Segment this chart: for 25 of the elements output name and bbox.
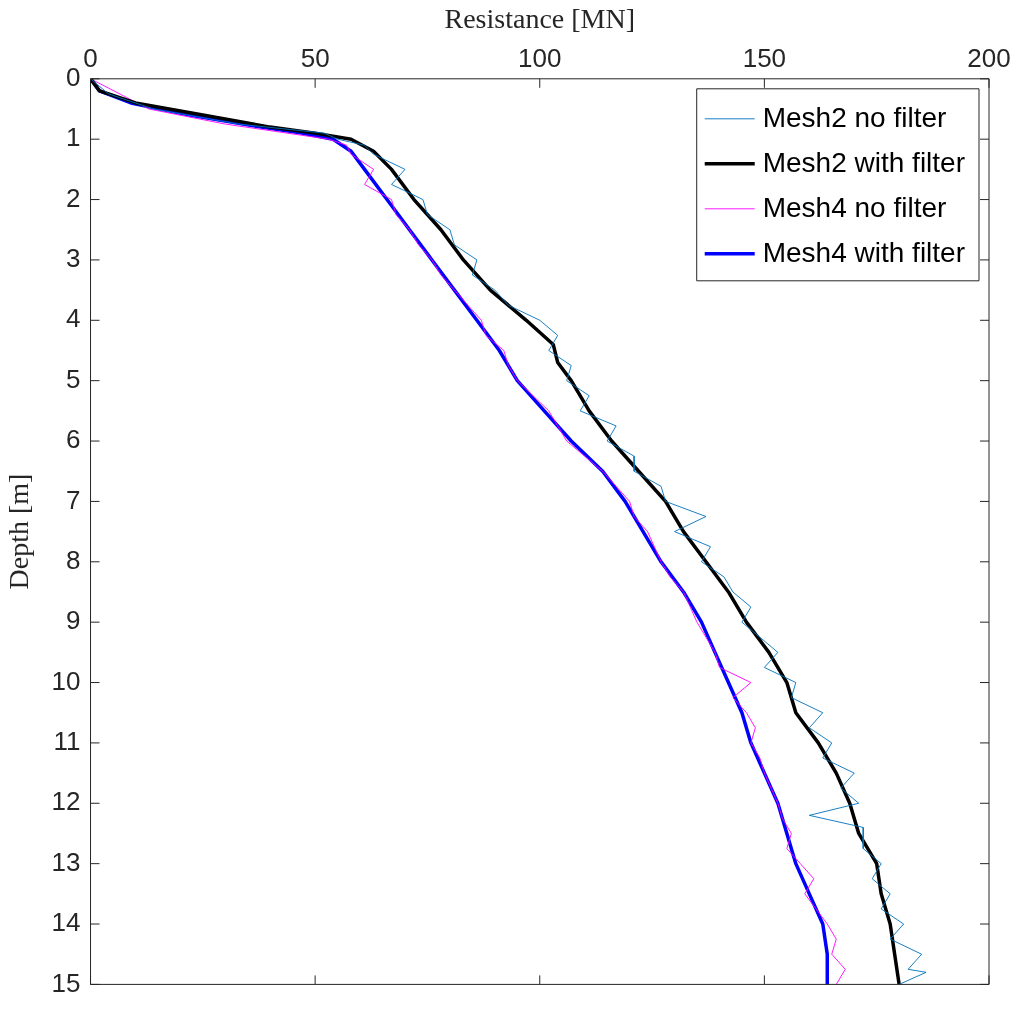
y-tick-label: 5 [66,363,81,394]
y-tick-label: 12 [51,786,81,817]
y-tick-label: 3 [66,243,81,274]
y-tick-label: 1 [66,122,81,153]
legend-label: Mesh2 with filter [762,146,966,178]
x-axis-title: Resistance [MN] [444,3,636,35]
y-tick-label: 11 [53,726,81,757]
x-tick-label: 100 [518,43,562,74]
y-tick-label: 7 [66,484,81,515]
y-tick-label: 6 [66,424,81,455]
y-tick-label: 9 [66,605,81,636]
x-tick-label: 200 [967,43,1011,74]
y-tick-label: 4 [66,303,81,334]
y-tick-label: 13 [51,846,81,877]
y-tick-label: 14 [51,907,81,938]
y-tick-label: 8 [66,544,81,575]
x-tick-label: 150 [742,43,787,74]
y-tick-label: 10 [51,665,81,696]
y-axis-title: Depth [m] [3,473,35,590]
y-tick-label: 15 [51,967,81,998]
legend-label: Mesh4 no filter [762,191,947,223]
x-tick-label: 50 [300,43,330,74]
legend-label: Mesh4 with filter [762,236,966,268]
y-tick-label: 2 [66,182,81,213]
legend-label: Mesh2 no filter [762,101,947,133]
